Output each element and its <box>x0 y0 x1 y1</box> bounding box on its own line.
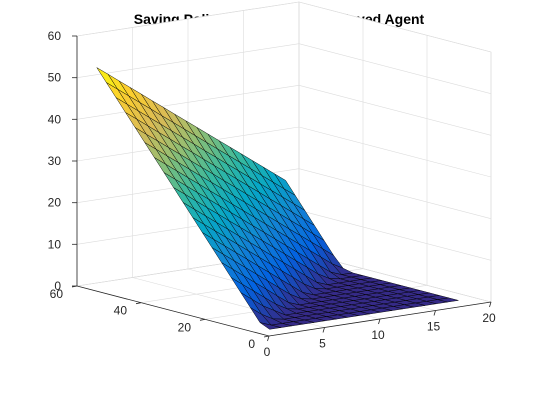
surface-cell <box>259 322 282 330</box>
grid-line <box>298 210 492 261</box>
axis-lines <box>71 35 492 342</box>
x-tick-label: 5 <box>319 337 326 351</box>
y-tick-label: 20 <box>178 320 192 334</box>
y-tick-label: 40 <box>114 304 128 318</box>
z-tick-label: 30 <box>48 154 62 168</box>
x-tick-mark <box>267 335 270 342</box>
grid-line <box>298 1 492 53</box>
z-tick-label: 40 <box>48 112 62 126</box>
z-tick-label: 60 <box>48 29 62 43</box>
surface-mesh <box>96 67 459 330</box>
x-tick-label: 15 <box>427 320 441 334</box>
x-tick-mark <box>322 327 325 333</box>
y-tick-mark <box>199 318 206 321</box>
z-tick-label: 10 <box>48 237 62 251</box>
grid-line <box>298 168 492 219</box>
y-tick-mark <box>135 302 142 305</box>
x-tick-label: 10 <box>371 328 385 342</box>
x-tick-mark <box>378 318 381 325</box>
x-tick-label: 0 <box>264 345 271 359</box>
grid-line <box>298 43 492 94</box>
z-tick-label: 20 <box>48 196 62 210</box>
grid-line <box>298 126 492 178</box>
x-tick-mark <box>489 301 492 308</box>
y-axis-line <box>76 285 270 337</box>
z-tick-label: 50 <box>48 71 62 85</box>
z-tick-label: 0 <box>54 279 61 293</box>
x-tick-label: 20 <box>482 311 496 325</box>
y-tick-label: 60 <box>50 287 64 301</box>
y-tick-label: 0 <box>248 337 255 351</box>
y-tick-mark <box>263 335 270 338</box>
x-tick-mark <box>433 310 436 316</box>
grid-line <box>298 85 492 136</box>
